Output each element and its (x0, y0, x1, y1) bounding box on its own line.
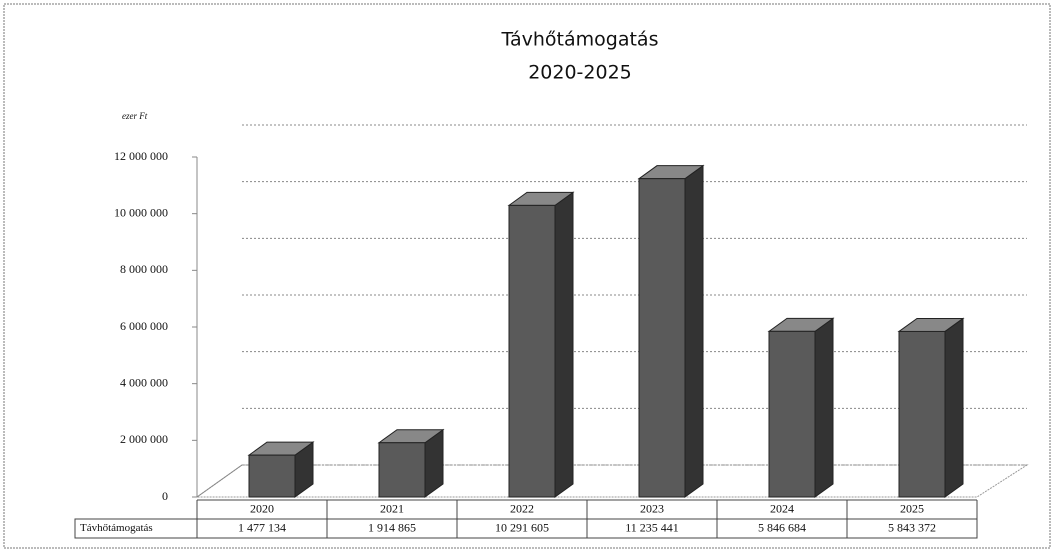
x-tick-label: 2023 (640, 501, 664, 515)
x-tick-label: 2021 (380, 501, 404, 515)
bar (248, 454, 296, 498)
bar (378, 442, 426, 498)
y-tick-label: 4 000 000 (120, 375, 168, 389)
y-axis-label: ezer Ft (122, 111, 148, 121)
data-label: 10 291 605 (495, 520, 549, 534)
data-label: 5 843 372 (888, 520, 936, 534)
chart-subtitle: 2020-2025 (528, 62, 632, 84)
x-tick-label: 2025 (900, 501, 924, 515)
chart-title: Távhőtámogatás (501, 29, 659, 51)
y-tick-label: 10 000 000 (114, 205, 168, 219)
x-tick-label: 2024 (770, 501, 794, 515)
x-tick-label: 2022 (510, 501, 534, 515)
y-tick-label: 2 000 000 (120, 432, 168, 446)
x-tick-label: 2020 (250, 501, 274, 515)
data-label: 1 914 865 (368, 520, 416, 534)
data-label: 11 235 441 (625, 520, 679, 534)
bar-side (684, 164, 704, 498)
y-tick-label: 8 000 000 (120, 262, 168, 276)
bar (768, 330, 816, 498)
data-label: 5 846 684 (758, 520, 806, 534)
bar (638, 178, 686, 498)
y-tick-label: 0 (162, 489, 168, 503)
bar-side (554, 191, 574, 498)
legend-entry: Távhőtámogatás (80, 522, 153, 534)
bar-side (944, 317, 964, 498)
bar-side (814, 317, 834, 498)
y-tick-label: 12 000 000 (114, 149, 168, 163)
data-label: 1 477 134 (238, 520, 286, 534)
y-axis-back (196, 464, 243, 498)
bar (898, 330, 946, 498)
bar (508, 204, 556, 498)
y-tick-label: 6 000 000 (120, 319, 168, 333)
